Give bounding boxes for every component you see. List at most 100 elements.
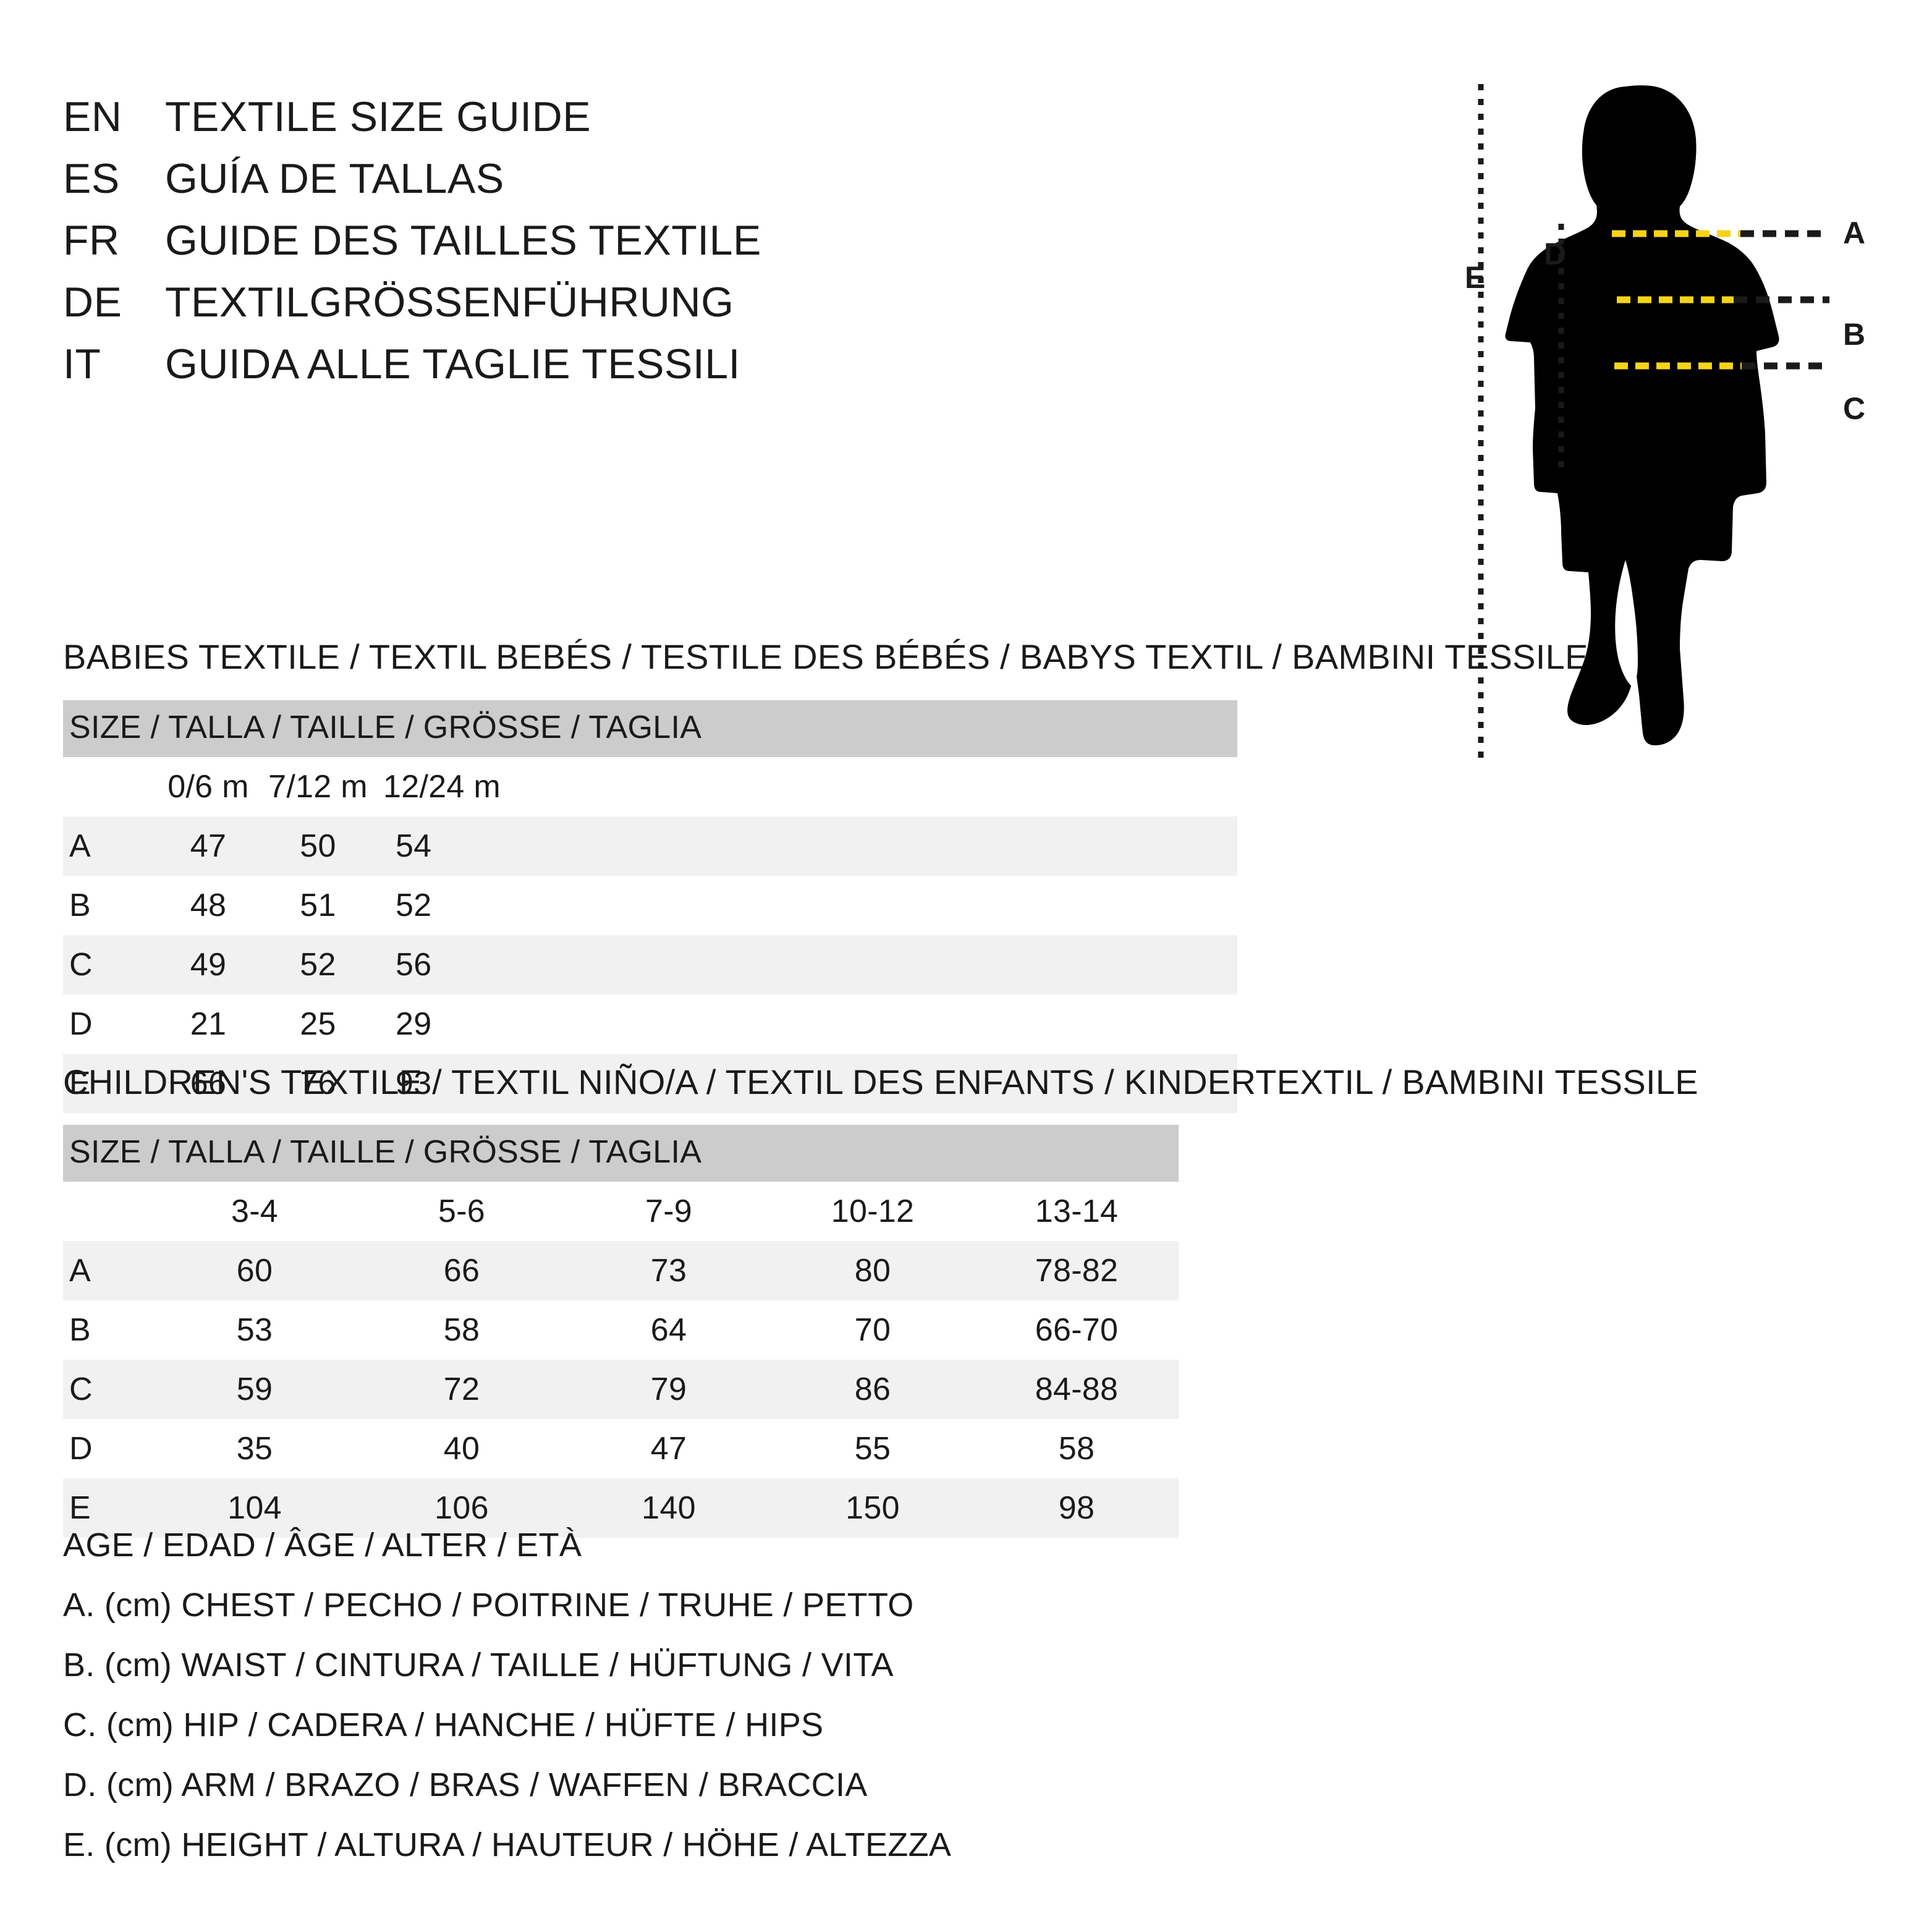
table-row: B 48 51 52: [63, 876, 1237, 935]
language-title-en: TEXTILE SIZE GUIDE: [165, 93, 591, 140]
language-row-de: DE TEXTILGRÖSSENFÜHRUNG: [63, 278, 1114, 340]
table-column-header-row: 3-4 5-6 7-9 10-12 13-14: [63, 1182, 1179, 1241]
corner-cell: [63, 757, 153, 816]
babies-group-header: SIZE / TALLA / TAILLE / GRÖSSE / TAGLIA: [63, 700, 1238, 757]
children-cell-a-0: 60: [153, 1241, 357, 1300]
corner-cell: [63, 1182, 153, 1241]
table-row: E 66 76 93: [63, 1054, 1238, 1113]
children-col-head-2: 7-9: [567, 1182, 771, 1241]
language-row-en: EN TEXTILE SIZE GUIDE: [63, 93, 1114, 155]
babies-col-head-1: 7/12 m: [264, 757, 372, 816]
babies-row-label-e: E: [63, 1054, 153, 1113]
table-row: A 47 50 54: [63, 816, 1238, 876]
babies-cell-d-0: 21: [190, 1006, 227, 1042]
children-cell-e-2: 140: [567, 1478, 771, 1538]
children-cell-a-2: 73: [567, 1241, 771, 1300]
figure-label-b: B: [1843, 317, 1866, 352]
children-cell-d-0: 35: [236, 1431, 273, 1467]
language-code-de: DE: [63, 279, 122, 326]
babies-cell-e-0: 66: [153, 1054, 264, 1113]
language-code-en: EN: [63, 93, 122, 140]
babies-row-label-d: D: [69, 1006, 93, 1042]
children-cell-b-0: 53: [236, 1312, 273, 1348]
language-code-it: IT: [63, 341, 101, 388]
language-code-fr: FR: [63, 217, 120, 264]
table-row: C 49 52 56: [63, 935, 1238, 994]
babies-cell-c-1: 52: [264, 935, 372, 994]
children-cell-b-1: 58: [443, 1312, 480, 1348]
children-cell-d-1: 40: [443, 1431, 480, 1467]
babies-row-label-b: B: [69, 888, 91, 923]
babies-cell-d-2: 29: [396, 1006, 432, 1042]
children-cell-e-1: 106: [357, 1478, 567, 1538]
table-row: B 53 58 64 70 66-70: [63, 1300, 1179, 1360]
table-row: D 21 25 29: [63, 994, 1237, 1054]
babies-cell-a-1: 50: [264, 816, 372, 876]
babies-cell-d-1: 25: [300, 1006, 336, 1042]
children-col-head-3: 10-12: [771, 1182, 975, 1241]
babies-cell-b-1: 51: [300, 888, 336, 923]
legend-line-a-chest: A. (cm) CHEST / PECHO / POITRINE / TRUHE…: [63, 1587, 914, 1624]
children-section-title: CHILDREN'S TEXTILE / TEXTIL NIÑO/A / TEX…: [63, 1062, 1698, 1101]
babies-cell-e-1: 76: [264, 1054, 372, 1113]
children-col-head-1: 5-6: [357, 1182, 567, 1241]
measurement-figure-diagram: E D A B C: [1378, 74, 1928, 773]
children-row-label-d: D: [69, 1431, 93, 1467]
babies-row-label-a: A: [63, 816, 153, 876]
babies-col-head-2: 12/24 m: [372, 757, 1238, 816]
children-cell-a-3: 80: [771, 1241, 975, 1300]
children-row-label-a: A: [63, 1241, 153, 1300]
babies-cell-a-2: 54: [372, 816, 1238, 876]
language-title-es: GUÍA DE TALLAS: [165, 155, 504, 202]
language-row-es: ES GUÍA DE TALLAS: [63, 155, 1114, 216]
children-cell-d-3: 55: [854, 1431, 891, 1467]
language-title-de: TEXTILGRÖSSENFÜHRUNG: [165, 279, 734, 326]
children-group-header: SIZE / TALLA / TAILLE / GRÖSSE / TAGLIA: [63, 1125, 1179, 1182]
table-group-header-row: SIZE / TALLA / TAILLE / GRÖSSE / TAGLIA: [63, 1125, 1179, 1182]
children-cell-e-0: 104: [153, 1478, 357, 1538]
children-cell-d-4: 58: [1058, 1431, 1095, 1467]
measurement-legend: AGE / EDAD / ÂGE / ALTER / ETÀ A. (cm) C…: [63, 1515, 951, 1875]
children-cell-e-4: 98: [975, 1478, 1179, 1538]
language-title-it: GUIDA ALLE TAGLIE TESSILI: [165, 341, 740, 388]
babies-section-title: BABIES TEXTILE / TEXTIL BEBÉS / TESTILE …: [63, 637, 1588, 676]
children-cell-c-0: 59: [153, 1360, 357, 1419]
children-col-head-4: 13-14: [975, 1182, 1179, 1241]
legend-line-c-hip: C. (cm) HIP / CADERA / HANCHE / HÜFTE / …: [63, 1706, 824, 1743]
legend-line-age: AGE / EDAD / ÂGE / ALTER / ETÀ: [63, 1527, 582, 1564]
legend-line-e-height: E. (cm) HEIGHT / ALTURA / HAUTEUR / HÖHE…: [63, 1826, 952, 1863]
table-row: A 60 66 73 80 78-82: [63, 1241, 1179, 1300]
children-cell-b-3: 70: [854, 1312, 891, 1348]
language-code-es: ES: [63, 155, 120, 202]
language-row-it: IT GUIDA ALLE TAGLIE TESSILI: [63, 340, 1114, 402]
children-row-label-b: B: [69, 1312, 91, 1348]
figure-label-c: C: [1843, 391, 1866, 426]
babies-col-head-0: 0/6 m: [153, 757, 264, 816]
language-title-fr: GUIDE DES TAILLES TEXTILE: [165, 217, 761, 264]
children-cell-a-1: 66: [357, 1241, 567, 1300]
figure-label-d: D: [1544, 237, 1567, 271]
children-cell-d-2: 47: [650, 1431, 687, 1467]
babies-cell-c-0: 49: [153, 935, 264, 994]
babies-row-label-c: C: [63, 935, 153, 994]
figure-label-e: E: [1465, 260, 1486, 295]
children-col-head-0: 3-4: [153, 1182, 357, 1241]
children-cell-c-2: 79: [567, 1360, 771, 1419]
children-cell-a-4: 78-82: [975, 1241, 1179, 1300]
child-silhouette-icon: [1505, 85, 1779, 746]
babies-cell-e-2: 93: [372, 1054, 1238, 1113]
language-row-fr: FR GUIDE DES TAILLES TEXTILE: [63, 216, 1114, 278]
babies-size-table: SIZE / TALLA / TAILLE / GRÖSSE / TAGLIA …: [63, 700, 1238, 1113]
children-cell-c-3: 86: [771, 1360, 975, 1419]
table-row: C 59 72 79 86 84-88: [63, 1360, 1179, 1419]
children-cell-b-4: 66-70: [1035, 1312, 1119, 1348]
babies-cell-b-2: 52: [396, 888, 432, 923]
table-row: D 35 40 47 55 58: [63, 1419, 1179, 1478]
children-size-table: SIZE / TALLA / TAILLE / GRÖSSE / TAGLIA …: [63, 1125, 1179, 1538]
children-cell-c-4: 84-88: [975, 1360, 1179, 1419]
babies-cell-c-2: 56: [372, 935, 1238, 994]
table-group-header-row: SIZE / TALLA / TAILLE / GRÖSSE / TAGLIA: [63, 700, 1238, 757]
babies-cell-a-0: 47: [153, 816, 264, 876]
children-cell-e-3: 150: [771, 1478, 975, 1538]
legend-line-b-waist: B. (cm) WAIST / CINTURA / TAILLE / HÜFTU…: [63, 1646, 894, 1684]
